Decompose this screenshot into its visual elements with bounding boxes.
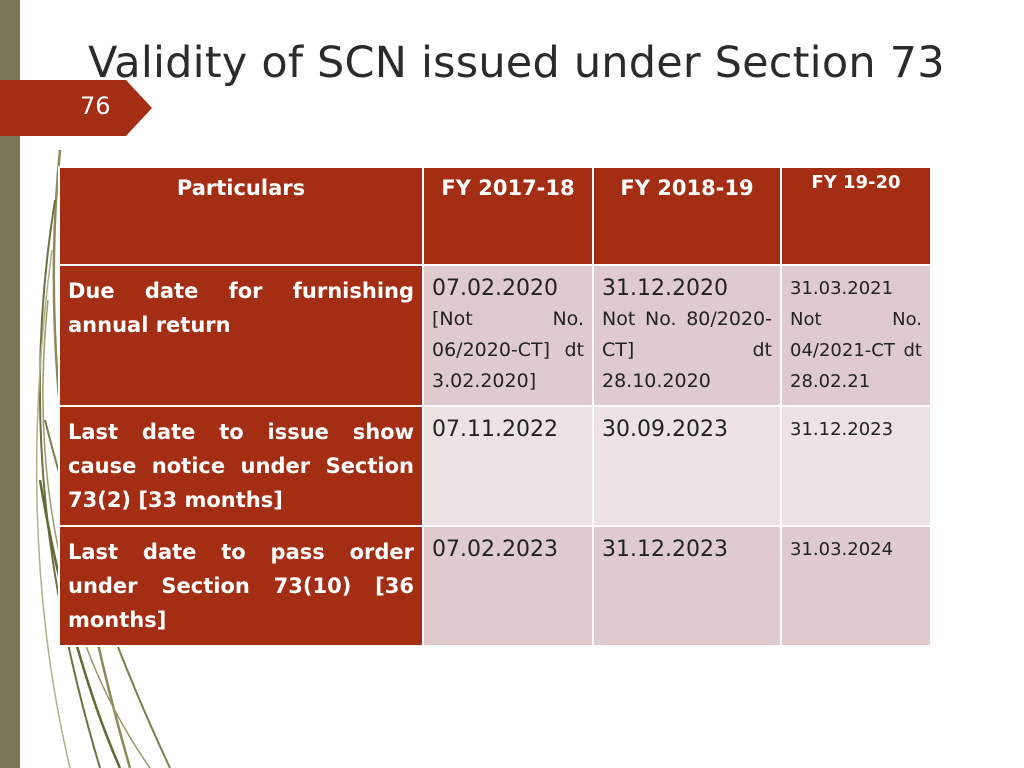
header-fy-2017-18: FY 2017-18 <box>422 166 594 266</box>
cell-note: Not No. 80/2020-CT] dt 28.10.2020 <box>602 308 772 392</box>
table-cell: 31.12.2023 <box>780 405 932 527</box>
cell-date: 07.02.2020 <box>432 276 558 301</box>
table-cell: 30.09.2023 <box>592 405 782 527</box>
cell-date: 31.12.2023 <box>790 419 894 440</box>
slide-title: Validity of SCN issued under Section 73 <box>88 38 945 88</box>
table-header-row: Particulars FY 2017-18 FY 2018-19 FY 19-… <box>58 166 932 266</box>
header-particulars: Particulars <box>58 166 424 266</box>
row-label: Last date to issue show cause notice und… <box>58 405 424 527</box>
cell-date: 07.11.2022 <box>432 417 558 442</box>
header-fy-19-20: FY 19-20 <box>780 166 932 266</box>
page-number-tag <box>0 80 152 136</box>
cell-date: 31.03.2024 <box>790 539 894 560</box>
table-cell: 07.11.2022 <box>422 405 594 527</box>
left-accent-bar <box>0 0 20 768</box>
table-cell: 31.12.2023 <box>592 525 782 647</box>
cell-date: 31.12.2023 <box>602 537 728 562</box>
cell-date: 07.02.2023 <box>432 537 558 562</box>
cell-note: Not No. 04/2021-CT dt 28.02.21 <box>790 309 922 392</box>
cell-date: 31.03.2021 <box>790 278 894 299</box>
cell-note: [Not No. 06/2020-CT] dt 3.02.2020] <box>432 308 584 392</box>
table-cell: 31.03.2021 Not No. 04/2021-CT dt 28.02.2… <box>780 264 932 407</box>
header-fy-2018-19: FY 2018-19 <box>592 166 782 266</box>
page-number: 76 <box>80 92 111 120</box>
table-row: Due date for furnishing annual return 07… <box>58 264 932 407</box>
table-cell: 07.02.2020 [Not No. 06/2020-CT] dt 3.02.… <box>422 264 594 407</box>
cell-date: 31.12.2020 <box>602 276 728 301</box>
table-cell: 31.12.2020 Not No. 80/2020-CT] dt 28.10.… <box>592 264 782 407</box>
table-row: Last date to issue show cause notice und… <box>58 405 932 527</box>
cell-date: 30.09.2023 <box>602 417 728 442</box>
table-row: Last date to pass order under Section 73… <box>58 525 932 647</box>
table-cell: 31.03.2024 <box>780 525 932 647</box>
scn-validity-table: Particulars FY 2017-18 FY 2018-19 FY 19-… <box>58 166 932 647</box>
row-label: Due date for furnishing annual return <box>58 264 424 407</box>
table-cell: 07.02.2023 <box>422 525 594 647</box>
row-label: Last date to pass order under Section 73… <box>58 525 424 647</box>
